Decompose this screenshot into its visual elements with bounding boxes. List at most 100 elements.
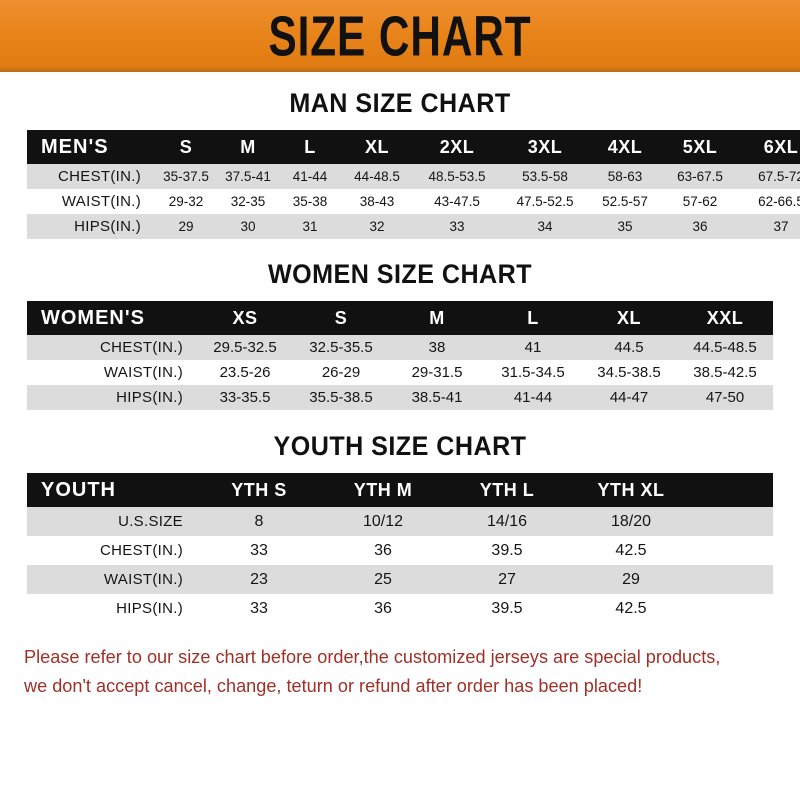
women-chest-s: 32.5-35.5 xyxy=(293,335,389,360)
men-waist-m: 32-35 xyxy=(217,189,279,214)
youth-ussize-l: 14/16 xyxy=(445,507,569,536)
men-row-label-waist: WAIST(IN.) xyxy=(27,189,155,214)
men-row-label-chest: CHEST(IN.) xyxy=(27,164,155,189)
men-size-table: MEN'S S M L XL 2XL 3XL 4XL 5XL 6XL CHEST… xyxy=(27,130,800,239)
table-row: U.S.SIZE 8 10/12 14/16 18/20 xyxy=(27,507,773,536)
men-col-3xl: 3XL xyxy=(501,130,589,164)
men-hips-3xl: 34 xyxy=(501,214,589,239)
women-col-l: L xyxy=(485,301,581,335)
women-waist-xxl: 38.5-42.5 xyxy=(677,360,773,385)
youth-hips-xl: 42.5 xyxy=(569,594,693,623)
men-col-m: M xyxy=(217,130,279,164)
women-waist-xl: 34.5-38.5 xyxy=(581,360,677,385)
youth-ussize-empty xyxy=(693,507,773,536)
men-hips-m: 30 xyxy=(217,214,279,239)
youth-header-row: YOUTH YTH S YTH M YTH L YTH XL xyxy=(27,473,773,507)
table-row: WAIST(IN.) 23.5-26 26-29 29-31.5 31.5-34… xyxy=(27,360,773,385)
men-hips-4xl: 35 xyxy=(589,214,661,239)
youth-col-empty xyxy=(693,473,773,507)
men-waist-2xl: 43-47.5 xyxy=(413,189,501,214)
youth-ussize-m: 10/12 xyxy=(321,507,445,536)
women-row-label-hips: HIPS(IN.) xyxy=(27,385,197,410)
men-hips-5xl: 36 xyxy=(661,214,739,239)
women-corner-label: WOMEN'S xyxy=(27,301,197,335)
women-waist-s: 26-29 xyxy=(293,360,389,385)
men-hips-6xl: 37 xyxy=(739,214,800,239)
table-row: WAIST(IN.) 29-32 32-35 35-38 38-43 43-47… xyxy=(27,189,800,214)
table-row: HIPS(IN.) 29 30 31 32 33 34 35 36 37 xyxy=(27,214,800,239)
men-waist-4xl: 52.5-57 xyxy=(589,189,661,214)
women-col-xl: XL xyxy=(581,301,677,335)
men-col-4xl: 4XL xyxy=(589,130,661,164)
men-waist-3xl: 47.5-52.5 xyxy=(501,189,589,214)
women-col-s: S xyxy=(293,301,389,335)
order-policy-note: Please refer to our size chart before or… xyxy=(24,643,761,700)
youth-waist-m: 25 xyxy=(321,565,445,594)
women-hips-xxl: 47-50 xyxy=(677,385,773,410)
women-waist-m: 29-31.5 xyxy=(389,360,485,385)
men-corner-label: MEN'S xyxy=(27,130,155,164)
youth-waist-s: 23 xyxy=(197,565,321,594)
youth-corner-label: YOUTH xyxy=(27,473,197,507)
youth-col-yth-xl: YTH XL xyxy=(569,473,693,507)
women-hips-xs: 33-35.5 xyxy=(197,385,293,410)
men-header-row: MEN'S S M L XL 2XL 3XL 4XL 5XL 6XL xyxy=(27,130,800,164)
women-hips-l: 41-44 xyxy=(485,385,581,410)
table-row: WAIST(IN.) 23 25 27 29 xyxy=(27,565,773,594)
order-policy-note-line-2: we don't accept cancel, change, teturn o… xyxy=(24,674,643,696)
men-hips-2xl: 33 xyxy=(413,214,501,239)
youth-ussize-xl: 18/20 xyxy=(569,507,693,536)
youth-waist-l: 27 xyxy=(445,565,569,594)
section-title-women: WOMEN SIZE CHART xyxy=(267,259,533,289)
men-hips-s: 29 xyxy=(155,214,217,239)
youth-row-label-chest: CHEST(IN.) xyxy=(27,536,197,565)
women-waist-xs: 23.5-26 xyxy=(197,360,293,385)
table-row: CHEST(IN.) 35-37.5 37.5-41 41-44 44-48.5… xyxy=(27,164,800,189)
youth-row-label-waist: WAIST(IN.) xyxy=(27,565,197,594)
youth-waist-empty xyxy=(693,565,773,594)
youth-row-label-ussize: U.S.SIZE xyxy=(27,507,197,536)
women-chest-xl: 44.5 xyxy=(581,335,677,360)
youth-size-table-wrapper: YOUTH YTH S YTH M YTH L YTH XL U.S.SIZE … xyxy=(27,473,773,623)
men-chest-6xl: 67.5-72 xyxy=(739,164,800,189)
men-hips-l: 31 xyxy=(279,214,341,239)
men-waist-l: 35-38 xyxy=(279,189,341,214)
women-row-label-waist: WAIST(IN.) xyxy=(27,360,197,385)
women-chest-xxl: 44.5-48.5 xyxy=(677,335,773,360)
table-row: CHEST(IN.) 29.5-32.5 32.5-35.5 38 41 44.… xyxy=(27,335,773,360)
table-row: CHEST(IN.) 33 36 39.5 42.5 xyxy=(27,536,773,565)
table-row: HIPS(IN.) 33-35.5 35.5-38.5 38.5-41 41-4… xyxy=(27,385,773,410)
youth-col-yth-l: YTH L xyxy=(445,473,569,507)
men-col-2xl: 2XL xyxy=(413,130,501,164)
men-chest-l: 41-44 xyxy=(279,164,341,189)
order-policy-note-line-1: Please refer to our size chart before or… xyxy=(24,646,721,667)
youth-hips-s: 33 xyxy=(197,594,321,623)
men-chest-s: 35-37.5 xyxy=(155,164,217,189)
youth-size-table: YOUTH YTH S YTH M YTH L YTH XL U.S.SIZE … xyxy=(27,473,773,623)
women-row-label-chest: CHEST(IN.) xyxy=(27,335,197,360)
page-title: SIZE CHART xyxy=(268,4,532,68)
men-waist-xl: 38-43 xyxy=(341,189,413,214)
youth-chest-xl: 42.5 xyxy=(569,536,693,565)
men-col-xl: XL xyxy=(341,130,413,164)
men-col-s: S xyxy=(155,130,217,164)
women-chest-l: 41 xyxy=(485,335,581,360)
women-col-m: M xyxy=(389,301,485,335)
table-row: HIPS(IN.) 33 36 39.5 42.5 xyxy=(27,594,773,623)
women-chest-xs: 29.5-32.5 xyxy=(197,335,293,360)
men-col-5xl: 5XL xyxy=(661,130,739,164)
men-chest-xl: 44-48.5 xyxy=(341,164,413,189)
men-chest-m: 37.5-41 xyxy=(217,164,279,189)
youth-chest-empty xyxy=(693,536,773,565)
youth-chest-m: 36 xyxy=(321,536,445,565)
women-size-table-wrapper: WOMEN'S XS S M L XL XXL CHEST(IN.) 29.5-… xyxy=(27,301,773,410)
youth-hips-l: 39.5 xyxy=(445,594,569,623)
women-col-xs: XS xyxy=(197,301,293,335)
men-row-label-hips: HIPS(IN.) xyxy=(27,214,155,239)
men-hips-xl: 32 xyxy=(341,214,413,239)
youth-hips-m: 36 xyxy=(321,594,445,623)
men-chest-2xl: 48.5-53.5 xyxy=(413,164,501,189)
youth-hips-empty xyxy=(693,594,773,623)
men-chest-3xl: 53.5-58 xyxy=(501,164,589,189)
youth-chest-l: 39.5 xyxy=(445,536,569,565)
